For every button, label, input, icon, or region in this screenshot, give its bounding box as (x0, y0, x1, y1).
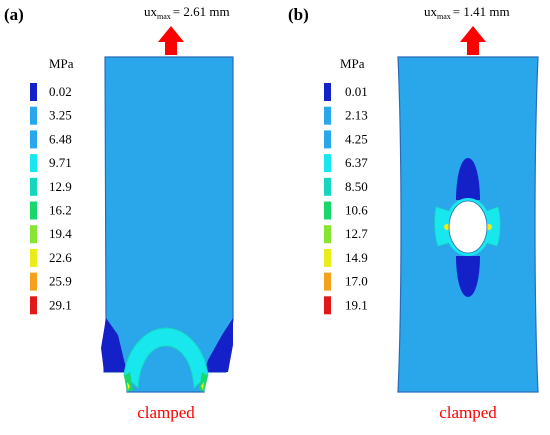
panel-b-clamped-label: clamped (439, 403, 497, 422)
legend-value-label: 12.7 (345, 226, 368, 241)
panel-b-unit-label: MPa (340, 56, 365, 71)
panel-a-clamped-label: clamped (137, 403, 195, 422)
legend-value-label: 10.6 (345, 203, 368, 218)
panel-b-disp-label: uxmax = 1.41 mm (424, 4, 510, 21)
legend-value-label: 9.71 (49, 155, 72, 170)
legend-swatch (30, 130, 37, 149)
legend-value-label: 25.9 (49, 274, 72, 289)
panel-b-disp-prefix: ux (424, 4, 438, 19)
panel-a-right-edge-band (204, 318, 233, 372)
legend-value-label: 3.25 (49, 108, 72, 123)
legend-swatch (324, 272, 331, 291)
legend-swatch (30, 201, 37, 220)
panel-b-load-arrow (460, 26, 486, 55)
panel-a-disp-label: uxmax = 2.61 mm (144, 4, 230, 21)
panel-a-arch-band (123, 327, 209, 390)
panel-a-load-arrow (158, 26, 184, 55)
panel-a: (a) uxmax = 2.61 mm MPa 0.02 3.25 6.48 9.71 1… (4, 4, 234, 422)
legend-value-label: 6.48 (49, 131, 72, 146)
panel-a-disp-prefix: ux (144, 4, 158, 19)
legend-value-label: 17.0 (345, 274, 368, 289)
panel-b-hole (448, 200, 488, 254)
legend-swatch (324, 130, 331, 149)
panel-a-disp-sub: max (157, 12, 171, 21)
panel-b-left-hotspot (444, 224, 450, 230)
legend-swatch (30, 177, 37, 196)
panel-a-left-tip (127, 382, 130, 390)
panel-a-unit-label: MPa (49, 56, 74, 71)
panel-a-left-corner-hot (124, 372, 133, 392)
legend-value-label: 29.1 (49, 297, 72, 312)
legend-swatch (30, 248, 37, 267)
panel-b-bottom-lobe (456, 256, 480, 297)
panel-b: (b) uxmax = 1.41 mm MPa 0.01 2.13 4.25 6.37 8… (288, 4, 539, 422)
legend-value-label: 0.01 (345, 84, 368, 99)
panel-b-specimen (397, 56, 539, 393)
legend-value-label: 22.6 (49, 250, 72, 265)
legend-swatch (30, 154, 37, 173)
legend-swatch (324, 106, 331, 125)
legend-swatch (30, 225, 37, 244)
legend-value-label: 14.9 (345, 250, 368, 265)
legend-swatch (324, 201, 331, 220)
legend-value-label: 16.2 (49, 203, 72, 218)
legend-value-label: 4.25 (345, 131, 368, 146)
legend-swatch (324, 154, 331, 173)
legend-value-label: 19.4 (49, 226, 72, 241)
panel-a-legend: 0.02 3.25 6.48 9.71 12.9 16.2 19.4 22.6 25.9 29.1 (30, 83, 72, 315)
legend-swatch (324, 83, 331, 101)
legend-swatch (324, 296, 331, 315)
legend-value-label: 0.02 (49, 84, 72, 99)
panel-b-label: (b) (288, 5, 309, 24)
legend-value-label: 2.13 (345, 108, 368, 123)
panel-a-right-tip (201, 382, 204, 390)
legend-value-label: 19.1 (345, 297, 368, 312)
panel-b-right-hotspot (486, 224, 492, 230)
legend-value-label: 8.50 (345, 179, 368, 194)
panel-b-disp-value: = 1.41 mm (453, 4, 510, 19)
legend-value-label: 12.9 (49, 179, 72, 194)
panel-b-top-lobe (456, 158, 480, 200)
panel-b-legend: 0.01 2.13 4.25 6.37 8.50 10.6 12.7 14.9 17.0 19.1 (324, 83, 368, 315)
legend-swatch (324, 225, 331, 244)
legend-swatch (30, 106, 37, 125)
panel-a-left-edge-band (101, 318, 127, 372)
panel-a-disp-value: = 2.61 mm (173, 4, 230, 19)
legend-swatch (324, 248, 331, 267)
panel-a-specimen (101, 56, 234, 393)
legend-swatch (30, 272, 37, 291)
panel-a-label: (a) (4, 5, 24, 24)
panel-a-right-corner-hot (199, 372, 208, 392)
legend-swatch (30, 296, 37, 315)
legend-value-label: 6.37 (345, 155, 368, 170)
panel-b-disp-sub: max (437, 12, 451, 21)
legend-swatch (324, 177, 331, 196)
legend-swatch (30, 83, 37, 101)
